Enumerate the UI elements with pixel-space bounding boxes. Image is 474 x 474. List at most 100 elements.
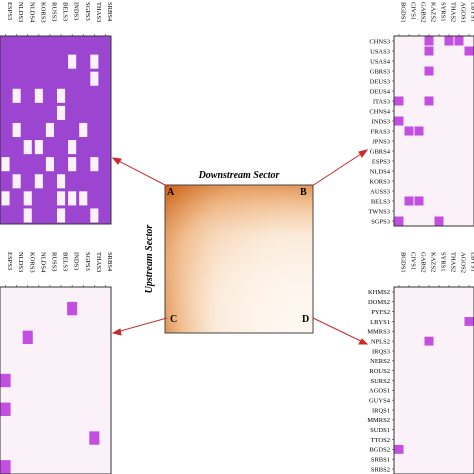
panel-b-heatmap: BGDS1 CIVS1 GABS2 KAZS2 SYRS1 THAS2 AGOS1 LBYS1… bbox=[368, 2, 474, 227]
panel-a-cell bbox=[57, 208, 66, 223]
panel-a-cell bbox=[23, 191, 32, 206]
connector-c bbox=[112, 317, 168, 334]
panel-c-heatmap: ESPS3 NLDS3 KORS3 NLDS4 RUSS3 BELS3 INDS3 SGPS3… bbox=[0, 252, 113, 474]
panel-c-x-tick-label: RUSS3 bbox=[50, 252, 57, 272]
panel-b-y-tick-label: DEUS4 bbox=[370, 88, 391, 95]
panel-b-cell bbox=[444, 36, 454, 46]
panel-a-cell bbox=[57, 191, 66, 206]
panel-b-y-tick-label: INDS3 bbox=[372, 118, 390, 125]
panel-c-cell bbox=[67, 301, 78, 316]
panel-c-background bbox=[0, 287, 111, 474]
panel-b-y-tick-label: SGPS3 bbox=[371, 218, 390, 225]
panel-b-y-tick-label: ITAS3 bbox=[373, 98, 390, 105]
panel-a-cell bbox=[23, 140, 32, 155]
connector-d bbox=[312, 317, 368, 345]
panel-b-x-tick-label: CIVS1 bbox=[410, 2, 417, 20]
panel-b-x-tick-label: GABS2 bbox=[420, 2, 427, 23]
arrowhead-c bbox=[111, 328, 122, 336]
panel-a-cell bbox=[12, 174, 21, 189]
panel-d-x-tick-label: SYRS1 bbox=[440, 252, 447, 272]
panel-c-x-tick-label: BELS3 bbox=[62, 252, 69, 271]
panel-c-x-tick-label: NLDS4 bbox=[39, 252, 46, 273]
panel-a-cell bbox=[90, 54, 99, 69]
panel-a-cell bbox=[1, 157, 10, 172]
panel-a-cell bbox=[90, 157, 99, 172]
panel-a-frame bbox=[0, 35, 112, 225]
panel-d-x-tick-label: AGOS2 bbox=[460, 252, 467, 273]
panel-d-cell bbox=[394, 444, 404, 454]
panel-b-x-tick-label: AGOS1 bbox=[460, 2, 467, 23]
panel-b-cell bbox=[434, 216, 444, 226]
panel-d-y-tick-label: KHMS2 bbox=[368, 289, 390, 296]
panel-a-x-tick-label: NLDS4 bbox=[28, 2, 35, 23]
panel-d-y-tick-label: MMRS3 bbox=[367, 329, 390, 336]
panel-b-x-tick-label: KAZS2 bbox=[430, 2, 437, 22]
panel-d-y-tick-label: MMRS2 bbox=[367, 417, 390, 424]
panel-c-x-tick-label: INDS3 bbox=[73, 252, 80, 270]
panel-a-cell bbox=[79, 122, 88, 138]
panel-d-heatmap: BGDS1 CIVS1 GABS2 KAZS2 SYRS1 THAS2 AGOS2 LBYS1… bbox=[367, 252, 474, 474]
panel-d-y-tick-label: LBYS1 bbox=[370, 319, 390, 326]
panel-b-cell bbox=[394, 116, 404, 126]
corner-label-b: B bbox=[300, 187, 307, 198]
panel-c-cell bbox=[89, 431, 100, 445]
panel-a-cell bbox=[68, 157, 77, 172]
panel-d-y-tick-label: IRQS3 bbox=[372, 348, 390, 355]
panel-b-x-tick-label: BGDS1 bbox=[400, 2, 407, 23]
panel-a-cell bbox=[90, 71, 99, 86]
panel-a-cell bbox=[12, 122, 21, 138]
panel-d-x-tick-label: LBYS1 bbox=[470, 252, 474, 272]
panel-c-cell bbox=[0, 373, 11, 388]
panel-d-y-tick-label: AGOS1 bbox=[369, 388, 390, 395]
panel-b-y-tick-label: NLDS4 bbox=[370, 168, 391, 175]
panel-d-x-tick-label: THAS2 bbox=[450, 252, 457, 272]
panel-a-cell bbox=[1, 191, 10, 206]
panel-b-cell bbox=[424, 66, 434, 76]
center-heatmap: Downstream Sector Upstream Sector A B C … bbox=[144, 170, 314, 334]
panel-a-cell bbox=[90, 208, 99, 223]
panel-c-x-tick-label: KORS3 bbox=[28, 252, 35, 273]
panel-d-y-tick-label: SURS2 bbox=[370, 378, 390, 385]
panel-b-cell bbox=[424, 96, 434, 106]
panel-a-cell bbox=[34, 88, 43, 103]
panel-d-y-tick-label: IRQS1 bbox=[372, 407, 390, 414]
panel-c-frame bbox=[0, 286, 112, 474]
panel-b-cell bbox=[464, 46, 474, 56]
panel-d-y-tick-label: NERS2 bbox=[370, 358, 390, 365]
panel-b-y-tick-label: USAS4 bbox=[370, 58, 391, 65]
panel-b-y-tick-label: ESPS3 bbox=[372, 158, 390, 165]
panel-b-cell bbox=[424, 36, 434, 46]
connector-b bbox=[311, 149, 368, 187]
panel-a-x-tick-label: ESPS3 bbox=[6, 2, 13, 20]
panel-a-x-tick-label: KORS3 bbox=[39, 2, 46, 23]
panel-a-heatmap: ESPS3 NLDS3 NLDS4 KORS3 RUSS3 BELS3 INDS3 SGPS3… bbox=[0, 2, 113, 225]
panel-b-y-tick-label: USAS3 bbox=[370, 48, 390, 55]
panel-b-y-tick-label: BELS3 bbox=[371, 198, 390, 205]
panel-b-cell bbox=[394, 216, 404, 226]
arrowhead-b bbox=[358, 149, 369, 158]
panel-b-y-tick-label: KORS3 bbox=[369, 178, 390, 185]
panel-a-cell bbox=[45, 122, 54, 138]
connector-a bbox=[112, 157, 168, 187]
panel-d-x-tick-label: BGDS1 bbox=[400, 252, 407, 273]
panel-c-x-tick-label: THAS3 bbox=[95, 252, 102, 272]
panel-d-y-tick-label: GUYS4 bbox=[369, 397, 391, 404]
panel-a-x-tick-label: INDS3 bbox=[73, 2, 80, 20]
panel-c-cell bbox=[22, 330, 33, 345]
panel-d-y-tick-label: ROUS2 bbox=[369, 368, 390, 375]
panel-a-cell bbox=[23, 208, 32, 223]
panel-b-cell bbox=[394, 96, 404, 106]
panel-b-y-tick-label: CHNS3 bbox=[369, 38, 390, 45]
panel-b-cell bbox=[414, 196, 424, 206]
panel-a-cell bbox=[57, 88, 66, 103]
panel-d-y-tick-label: NPLS2 bbox=[371, 338, 390, 345]
panel-d-y-tick-label: BGDS2 bbox=[369, 447, 390, 454]
panel-b-cell bbox=[424, 46, 434, 56]
panel-a-cell bbox=[12, 88, 21, 103]
panel-c-cell bbox=[0, 460, 11, 474]
panel-a-cell bbox=[68, 140, 77, 155]
panel-a-x-tick-label: SGPS3 bbox=[84, 2, 91, 21]
panel-b-cell bbox=[414, 126, 424, 136]
panel-b-y-tick-label: CHNS4 bbox=[369, 108, 390, 115]
downstream-sector-label: Downstream Sector bbox=[198, 170, 280, 181]
